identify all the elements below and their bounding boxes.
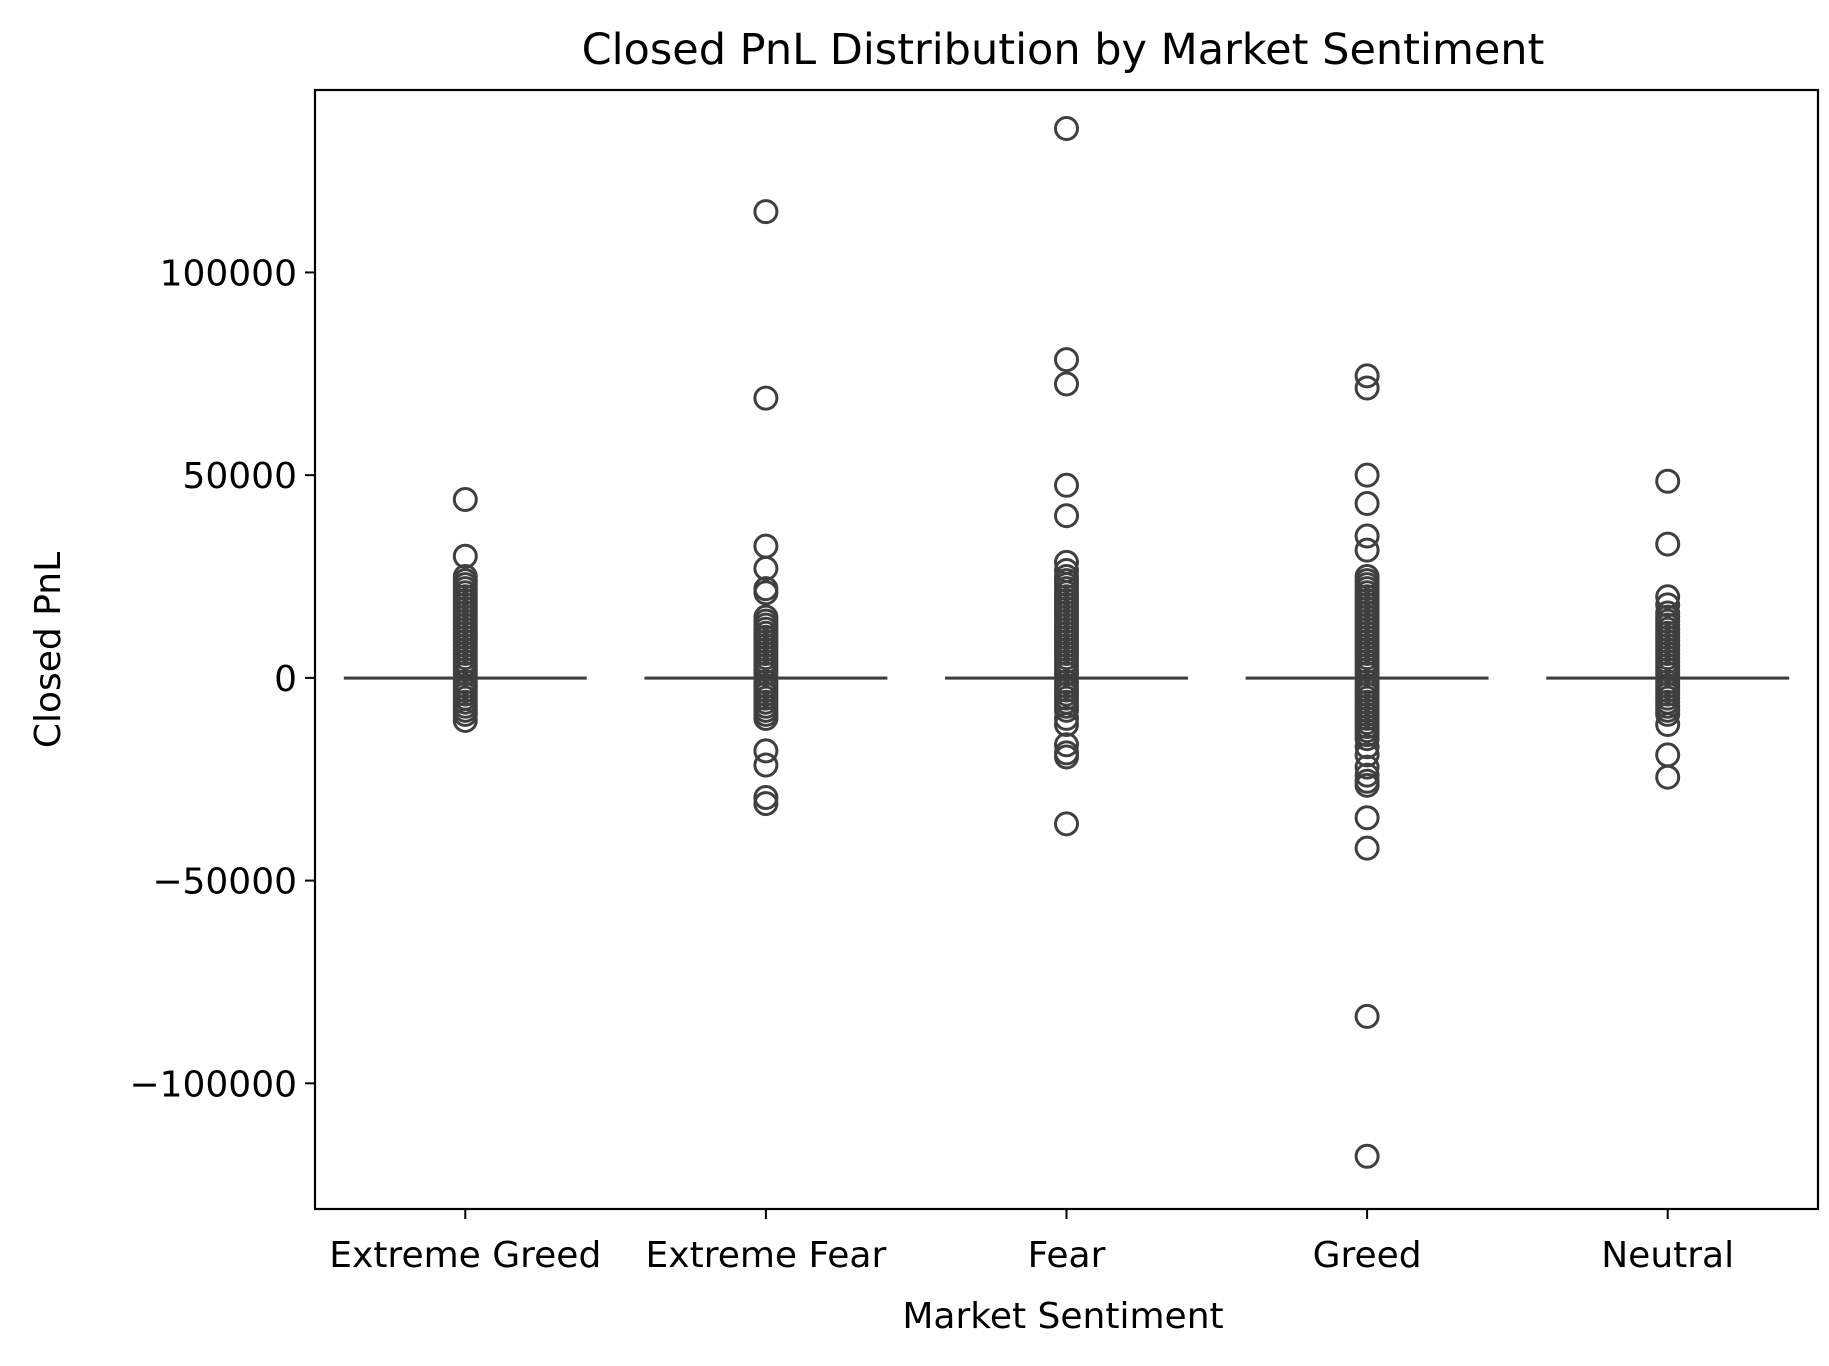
x-axis-label: Market Sentiment [902, 1296, 1223, 1337]
box-group [1245, 363, 1489, 1169]
outlier-point [1655, 468, 1681, 494]
outlier-point [1655, 584, 1681, 610]
outlier-point [1054, 371, 1079, 397]
outlier-point [452, 701, 478, 727]
outlier-point [1054, 697, 1079, 723]
outlier-point [1054, 732, 1079, 758]
outlier-point [1354, 835, 1380, 861]
outlier-point [1354, 375, 1380, 401]
outlier-point [1054, 661, 1079, 687]
outlier-point [753, 661, 779, 687]
outlier-point [1655, 592, 1681, 618]
outlier-point [1354, 805, 1380, 831]
outlier-point [1354, 661, 1380, 687]
outlier-point [1054, 503, 1079, 529]
outlier-point [1354, 754, 1380, 780]
outlier-point [1054, 811, 1079, 837]
outlier-point [1054, 472, 1079, 498]
outlier-point [1354, 734, 1380, 760]
x-tick-label: Extreme Greed [329, 1235, 601, 1276]
y-tick-label: 100000 [160, 253, 297, 294]
outlier-point [753, 580, 779, 606]
outlier-point [753, 385, 779, 411]
y-tick-label: 0 [274, 659, 297, 700]
outlier-point [753, 784, 779, 810]
outlier-point [452, 661, 478, 687]
outlier-point [1054, 116, 1079, 142]
outlier-point [1655, 712, 1681, 738]
outlier-point [753, 791, 779, 817]
outlier-point [452, 543, 478, 569]
x-tick-label: Extreme Fear [646, 1235, 887, 1276]
outlier-point [1354, 762, 1380, 788]
outlier-point [1354, 363, 1380, 389]
outlier-point [753, 738, 779, 764]
x-tick-label: Fear [1028, 1235, 1106, 1276]
outlier-point [1655, 701, 1681, 727]
y-tick-label: −50000 [152, 862, 297, 903]
axes: 100000 50000 0 −50000 −100000 Extreme Greed Ex… [129, 253, 1734, 1276]
outlier-point [753, 555, 779, 581]
outlier-point [1054, 744, 1079, 770]
x-tick-label: Neutral [1601, 1235, 1734, 1276]
box-group [644, 199, 888, 817]
outlier-point [1354, 726, 1380, 752]
outlier-point [1354, 523, 1380, 549]
box-group [945, 116, 1188, 837]
y-tick-label: −100000 [129, 1064, 297, 1105]
outlier-point [1054, 705, 1079, 731]
outlier-point [1354, 1003, 1380, 1029]
outlier-point [1054, 347, 1079, 373]
chart-title: Closed PnL Distribution by Market Sentim… [582, 25, 1545, 75]
outlier-point [1655, 531, 1681, 557]
outlier-point [1655, 764, 1681, 790]
outlier-point [1354, 537, 1380, 563]
outlier-point [1354, 462, 1380, 488]
box-group [1546, 468, 1790, 790]
outlier-point [753, 199, 779, 225]
outlier-point [1354, 742, 1380, 768]
outlier-point [1354, 772, 1380, 798]
box-group [343, 486, 587, 733]
plot-area [343, 116, 1790, 1169]
outlier-point [452, 486, 478, 512]
outlier-point [1054, 712, 1079, 738]
outlier-point [1655, 661, 1681, 687]
outlier-point [753, 705, 779, 731]
outlier-point [753, 752, 779, 778]
y-axis-label: Closed PnL [28, 552, 69, 748]
outlier-point [1354, 1143, 1380, 1169]
outlier-point [1354, 491, 1380, 517]
x-tick-label: Greed [1313, 1235, 1422, 1276]
y-tick-label: 50000 [182, 456, 297, 497]
outlier-point [452, 707, 478, 733]
